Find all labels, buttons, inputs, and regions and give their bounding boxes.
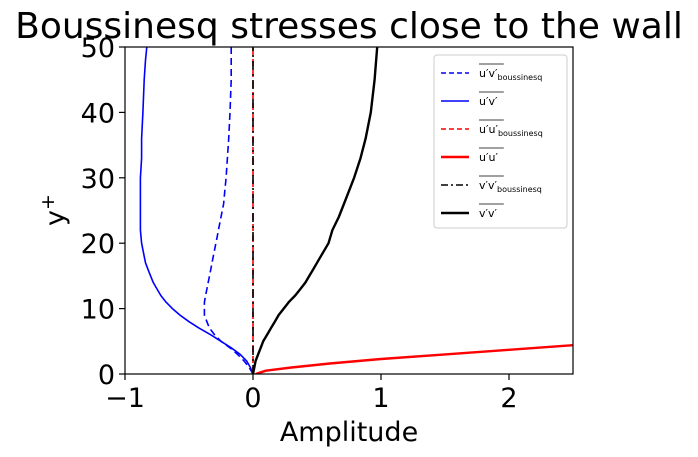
- chart-title: Boussinesq stresses close to the wall: [15, 6, 683, 47]
- legend-label-0: u′v′boussinesq: [479, 67, 542, 82]
- x-tick-label: −1: [105, 383, 145, 414]
- series-line-0: [203, 47, 254, 374]
- legend-label-1: u′v′: [479, 95, 498, 108]
- legend-label-sub: boussinesq: [497, 73, 542, 82]
- legend-label-sub: boussinesq: [498, 129, 543, 138]
- legend-label-main: v′v′: [479, 179, 498, 192]
- y-axis-label: y+: [37, 194, 71, 226]
- x-tick-label: 1: [372, 383, 389, 414]
- legend-label-main: u′u′: [479, 151, 498, 164]
- legend-label-sub: boussinesq: [497, 185, 542, 194]
- y-tick-label: 40: [81, 98, 115, 129]
- series-line-3: [255, 344, 573, 374]
- legend-label-main: u′v′: [479, 95, 498, 108]
- y-tick-label: 50: [81, 33, 115, 64]
- legend: u′v′boussinesqu′v′u′u′boussinesqu′u′v′v′…: [433, 54, 568, 229]
- legend-label-2: u′u′boussinesq: [479, 123, 543, 138]
- x-tick-label: 0: [244, 383, 261, 414]
- series-layer: [139, 47, 573, 374]
- y-tick-label: 20: [81, 229, 115, 260]
- y-axis-label-main: y: [40, 210, 71, 226]
- y-tick-label: 0: [98, 360, 115, 391]
- series-line-5: [251, 47, 379, 374]
- y-tick-label: 30: [81, 164, 115, 195]
- legend-label-4: v′v′boussinesq: [479, 179, 542, 194]
- legend-label-main: u′u′: [479, 123, 498, 136]
- series-line-1: [139, 47, 254, 374]
- y-tick-label: 10: [81, 295, 115, 326]
- legend-label-3: u′u′: [479, 151, 498, 164]
- x-tick-label: 2: [500, 383, 517, 414]
- legend-label-main: v′v′: [479, 207, 498, 220]
- legend-label-5: v′v′: [479, 207, 498, 220]
- y-axis-label-sup: +: [37, 194, 59, 210]
- x-axis-label: Amplitude: [280, 417, 418, 448]
- plot-frame: [124, 46, 574, 375]
- legend-label-main: u′v′: [479, 67, 498, 80]
